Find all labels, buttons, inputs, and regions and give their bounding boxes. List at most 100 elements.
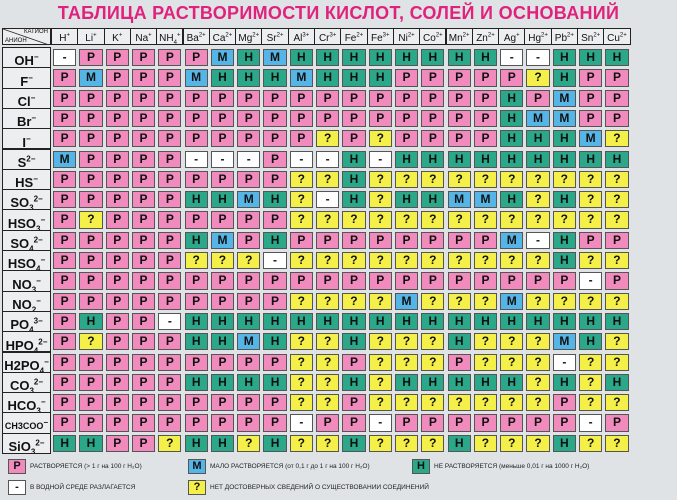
ion-symbol: Fe <box>370 33 383 45</box>
anion-header: Br− <box>2 107 51 130</box>
solubility-cell: P <box>237 414 261 432</box>
solubility-cell: - <box>552 353 576 371</box>
solubility-cell: P <box>237 89 261 107</box>
solubility-cell: ? <box>500 394 524 412</box>
legend-text: НЕ РАСТВОРЯЕТСЯ (меньше 0,01 г на 1000 г… <box>434 463 590 470</box>
solubility-cell: ? <box>79 333 103 351</box>
solubility-cell: P <box>526 414 550 432</box>
solubility-cell: P <box>158 252 182 270</box>
cation-header: Ni2+ <box>392 28 421 45</box>
solubility-cell: P <box>342 394 366 412</box>
ion-charge: 2− <box>33 235 43 245</box>
solubility-cell: P <box>263 89 287 107</box>
solubility-cell: H <box>552 150 576 168</box>
ion-symbol: SiO <box>8 439 31 454</box>
solubility-cell: P <box>394 272 419 290</box>
ion-symbol: Cr <box>318 33 330 45</box>
ion-charge: 2− <box>38 337 48 347</box>
solubility-cell: P <box>342 109 366 128</box>
solubility-cell: - <box>289 150 313 168</box>
ion-symbol: Sn <box>581 33 594 45</box>
ion-symbol: S <box>17 154 27 170</box>
ion-charge: 2+ <box>541 33 548 39</box>
solubility-cell: P <box>105 130 129 148</box>
solubility-cell: H <box>579 49 603 67</box>
solubility-cell: H <box>289 49 313 67</box>
solubility-cell: ? <box>368 252 392 270</box>
solubility-cell: H <box>579 333 603 351</box>
ion-symbol: Ca <box>212 33 226 45</box>
solubility-cell: P <box>53 211 77 229</box>
solubility-cell: ? <box>368 333 392 351</box>
solubility-cell: P <box>289 231 313 249</box>
anion-header: I− <box>2 128 51 150</box>
solubility-cell: P <box>473 109 498 128</box>
anion-header: CH3COO− <box>2 412 51 434</box>
solubility-cell: ? <box>289 394 313 412</box>
ion-charge: 2+ <box>487 33 495 39</box>
solubility-cell: ? <box>289 333 313 351</box>
solubility-cell: H <box>210 312 235 331</box>
solubility-cell: P <box>605 69 629 87</box>
solubility-cell: P <box>105 170 129 189</box>
solubility-cell: H <box>552 69 576 87</box>
solubility-cell: P <box>79 292 103 310</box>
solubility-cell: ? <box>184 252 208 270</box>
solubility-cell: ? <box>368 191 392 209</box>
solubility-cell: - <box>237 150 261 168</box>
ion-symbol: Li <box>85 33 94 45</box>
ion-charge: 2− <box>33 195 43 205</box>
solubility-cell: H <box>552 252 576 270</box>
ion-charge: 2− <box>35 438 45 448</box>
ion-charge: 3+ <box>302 33 310 39</box>
solubility-cell: H <box>210 434 235 452</box>
solubility-cell: P <box>53 252 77 270</box>
solubility-cell: P <box>605 89 629 107</box>
solubility-cell: ? <box>394 211 419 229</box>
anion-header: OH− <box>2 47 51 69</box>
solubility-cell: ? <box>605 394 629 412</box>
ion-symbol: Sr <box>266 33 277 45</box>
solubility-cell: ? <box>579 353 603 371</box>
solubility-cell: ? <box>394 170 419 189</box>
legend-item: M МАЛО РАСТВОРЯЕТСЯ (от 0,1 г до 1 г на 1… <box>188 459 370 474</box>
solubility-cell: ? <box>368 434 392 452</box>
solubility-cell: P <box>473 89 498 107</box>
solubility-cell: ? <box>394 353 419 371</box>
solubility-cell: ? <box>342 292 366 310</box>
legend-text: НЕТ ДОСТОВЕРНЫХ СВЕДЕНИЙ О СУЩЕСТВОВАНИИ… <box>210 484 429 491</box>
solubility-cell: ? <box>473 394 498 412</box>
solubility-cell: P <box>394 109 419 128</box>
ion-symbol: H2PO <box>4 357 40 373</box>
anion-header: Cl− <box>2 87 51 109</box>
solubility-cell: - <box>53 49 77 67</box>
solubility-cell: P <box>184 394 208 412</box>
anion-header: HCO3− <box>2 392 51 414</box>
solubility-cell: ? <box>316 170 340 189</box>
ion-symbol: Ni <box>398 33 408 45</box>
ion-charge: + <box>176 33 181 39</box>
solubility-cell: H <box>316 312 340 331</box>
solubility-cell: H <box>342 333 366 351</box>
solubility-cell: P <box>158 272 182 290</box>
cation-header: Sn2+ <box>577 28 605 45</box>
anion-header: F− <box>2 67 51 89</box>
ion-charge: − <box>30 93 36 103</box>
ion-charge: 2+ <box>567 33 574 39</box>
solubility-cell: H <box>500 312 524 331</box>
solubility-cell: ? <box>237 434 261 452</box>
solubility-cell: P <box>605 231 629 249</box>
solubility-cell: H <box>552 231 576 249</box>
solubility-cell: H <box>473 150 498 168</box>
ion-charge: − <box>25 134 31 144</box>
solubility-cell: ? <box>552 170 576 189</box>
solubility-cell: P <box>394 231 419 249</box>
ion-symbol: F <box>20 73 29 89</box>
solubility-cell: ? <box>500 252 524 270</box>
ion-symbol: Mn <box>448 33 463 45</box>
anion-header: SO32− <box>2 189 51 211</box>
solubility-cell: M <box>289 69 313 87</box>
solubility-cell: H <box>579 150 603 168</box>
anion-header: S2− <box>2 148 51 170</box>
ion-symbol: Ba <box>186 33 199 45</box>
